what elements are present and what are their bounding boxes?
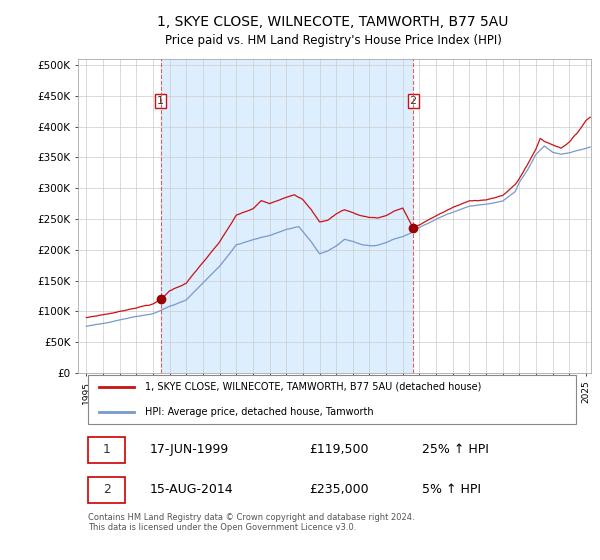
Text: £119,500: £119,500 <box>309 444 368 456</box>
Text: 2: 2 <box>410 96 416 106</box>
Text: 2: 2 <box>103 483 110 496</box>
Bar <box>161 59 413 373</box>
Text: 1, SKYE CLOSE, WILNECOTE, TAMWORTH, B77 5AU: 1, SKYE CLOSE, WILNECOTE, TAMWORTH, B77 … <box>157 15 509 29</box>
Text: HPI: Average price, detached house, Tamworth: HPI: Average price, detached house, Tamw… <box>145 408 373 417</box>
Text: 1: 1 <box>103 444 110 456</box>
FancyBboxPatch shape <box>88 477 125 503</box>
FancyBboxPatch shape <box>88 375 575 424</box>
FancyBboxPatch shape <box>88 437 125 463</box>
Text: 1: 1 <box>157 96 164 106</box>
Text: 5% ↑ HPI: 5% ↑ HPI <box>422 483 481 496</box>
Text: Price paid vs. HM Land Registry's House Price Index (HPI): Price paid vs. HM Land Registry's House … <box>164 34 502 47</box>
Text: 17-JUN-1999: 17-JUN-1999 <box>150 444 229 456</box>
Text: 1, SKYE CLOSE, WILNECOTE, TAMWORTH, B77 5AU (detached house): 1, SKYE CLOSE, WILNECOTE, TAMWORTH, B77 … <box>145 382 481 392</box>
Text: 15-AUG-2014: 15-AUG-2014 <box>150 483 233 496</box>
Text: Contains HM Land Registry data © Crown copyright and database right 2024.
This d: Contains HM Land Registry data © Crown c… <box>88 513 415 533</box>
Text: £235,000: £235,000 <box>309 483 368 496</box>
Text: 25% ↑ HPI: 25% ↑ HPI <box>422 444 488 456</box>
